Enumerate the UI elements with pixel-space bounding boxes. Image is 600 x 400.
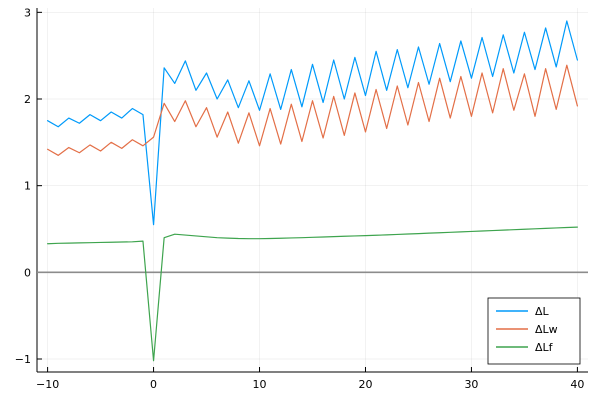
legend-box bbox=[487, 297, 581, 365]
y-tick-label: 1 bbox=[24, 180, 31, 193]
legend-label-2: ΔLw bbox=[535, 323, 558, 336]
x-tick-label: 30 bbox=[464, 378, 478, 391]
series-lines bbox=[46, 20, 579, 362]
legend: ΔL ΔLw ΔLf bbox=[487, 297, 581, 365]
series-line-3 bbox=[46, 226, 579, 362]
legend-label-1: ΔL bbox=[535, 305, 550, 318]
x-tick-label: 0 bbox=[150, 378, 157, 391]
y-tick-labels: −1 0 1 2 3 bbox=[15, 6, 31, 366]
x-tick-label: −10 bbox=[36, 378, 59, 391]
y-tick-label: 2 bbox=[24, 93, 31, 106]
series-line-1 bbox=[46, 20, 579, 226]
series-line-2 bbox=[46, 64, 579, 156]
x-tick-label: 40 bbox=[570, 378, 584, 391]
x-tick-labels: −10 0 10 20 30 40 bbox=[36, 378, 584, 391]
axes bbox=[36, 8, 588, 373]
y-tick-label: −1 bbox=[15, 353, 31, 366]
y-tick-label: 3 bbox=[24, 6, 31, 19]
x-tick-label: 20 bbox=[358, 378, 372, 391]
legend-label-3: ΔLf bbox=[535, 341, 554, 354]
y-tick-label: 0 bbox=[24, 266, 31, 279]
x-tick-label: 10 bbox=[253, 378, 267, 391]
